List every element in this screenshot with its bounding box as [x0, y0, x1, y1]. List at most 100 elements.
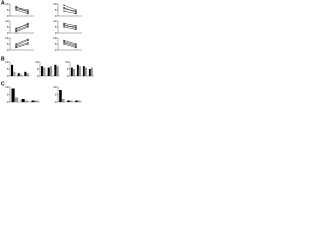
point	[15, 47, 17, 49]
point	[15, 9, 17, 11]
series-line	[63, 8, 77, 12]
bar	[82, 66, 85, 76]
panel-label: B	[1, 56, 5, 62]
point	[63, 25, 65, 27]
point	[15, 43, 17, 45]
point	[27, 43, 29, 45]
y-tick-label: 0	[7, 74, 9, 78]
y-tick-label: 5	[7, 8, 9, 12]
y-tick-label: 0	[55, 31, 57, 35]
series-line	[63, 25, 77, 28]
bar	[41, 66, 44, 76]
bar	[70, 100, 73, 102]
series-line	[15, 9, 29, 14]
y-tick-label: 10	[5, 2, 9, 6]
y-tick-label: 5	[37, 67, 39, 71]
panel-label: A	[1, 0, 5, 6]
series-line	[63, 5, 77, 11]
point	[27, 10, 29, 12]
y-tick-label: 5	[7, 92, 9, 96]
bar	[26, 73, 29, 76]
point	[15, 44, 17, 46]
y-tick-label: 0	[55, 14, 57, 18]
y-tick-label: 0	[7, 48, 9, 52]
series-line	[15, 42, 29, 47]
point	[63, 39, 65, 42]
series-line	[15, 40, 29, 46]
bar	[62, 99, 65, 102]
y-tick-label: 10	[5, 19, 9, 23]
point	[75, 43, 77, 45]
point	[75, 45, 77, 48]
point	[27, 38, 29, 40]
point	[15, 27, 17, 29]
point	[75, 11, 77, 13]
bar	[78, 100, 81, 102]
point	[63, 41, 65, 43]
y-tick-label: 0	[55, 48, 57, 52]
point	[27, 13, 29, 15]
y-tick-label: 0	[7, 31, 9, 35]
bar	[11, 64, 14, 76]
y-tick-label: 5	[7, 67, 9, 71]
y-tick-label: 0	[7, 14, 9, 18]
y-tick-label: 10	[35, 60, 39, 64]
y-tick-label: 10	[5, 60, 9, 64]
point	[63, 22, 65, 24]
series-line	[15, 7, 29, 11]
point	[27, 9, 29, 11]
point	[27, 11, 29, 13]
series-line	[63, 43, 77, 48]
series-line	[15, 43, 29, 48]
y-tick-label: 10	[53, 2, 57, 6]
bar	[76, 64, 79, 76]
bar	[13, 71, 16, 76]
bar	[24, 71, 27, 76]
point	[75, 28, 77, 30]
point	[63, 24, 65, 26]
point	[15, 28, 17, 30]
bar	[17, 73, 20, 76]
series-line	[63, 23, 77, 26]
bar	[79, 66, 81, 76]
bar	[11, 88, 15, 102]
bar	[73, 69, 75, 76]
bar	[15, 97, 19, 102]
bar	[67, 100, 70, 102]
bar	[91, 67, 93, 76]
page: A B C 0 5 10 0 5 10 0 5 10 0 5 10 0 5 10 0 5 10 0 5 10 0 5 10 0 5…	[0, 0, 320, 108]
point	[75, 44, 77, 46]
bar	[59, 90, 62, 102]
bar	[70, 67, 73, 76]
bar	[56, 66, 59, 76]
point	[15, 31, 17, 33]
y-tick-label: 0	[7, 100, 9, 104]
y-tick-label: 0	[67, 74, 69, 78]
bar	[47, 67, 50, 76]
point	[75, 47, 77, 49]
point	[27, 42, 29, 44]
series-line	[63, 11, 77, 14]
point	[15, 5, 17, 7]
y-tick-label: 10	[5, 85, 9, 89]
series-line	[63, 41, 77, 46]
y-tick-label: 5	[7, 25, 9, 29]
point	[15, 45, 17, 48]
point	[75, 25, 77, 27]
y-tick-label: 10	[53, 19, 57, 23]
bar	[54, 64, 57, 76]
point	[27, 25, 29, 27]
panel-label: C	[1, 81, 5, 87]
point	[27, 22, 29, 24]
point	[15, 8, 17, 10]
bar	[21, 99, 25, 102]
bar	[20, 74, 23, 76]
bar	[35, 100, 39, 102]
series-line	[15, 8, 29, 12]
y-tick-label: 10	[5, 36, 9, 40]
point	[75, 13, 77, 15]
series-line	[63, 40, 77, 45]
bar	[43, 67, 46, 76]
point	[75, 10, 77, 12]
bar	[88, 69, 91, 76]
